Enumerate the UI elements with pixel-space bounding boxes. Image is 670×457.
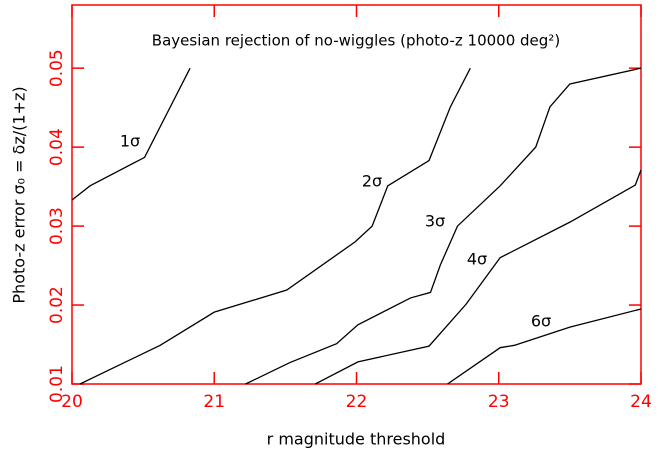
x-tick-label: 24: [630, 392, 652, 412]
contour-line: [71, 67, 191, 201]
contour-line: [447, 308, 642, 385]
contour-line: [79, 67, 471, 385]
contour-label: 3σ: [425, 212, 445, 231]
contour-label: 4σ: [467, 250, 487, 269]
x-tick-label: 21: [203, 392, 225, 412]
y-tick-label: 0.04: [47, 128, 67, 166]
x-tick-label: 20: [61, 392, 83, 412]
x-tick-label: 22: [346, 392, 368, 412]
contour-line: [314, 169, 642, 385]
chart-title: Bayesian rejection of no-wiggles (photo-…: [152, 32, 560, 50]
y-tick-label: 0.02: [47, 286, 67, 324]
contour-line: [245, 67, 642, 385]
x-tick-label: 23: [488, 392, 510, 412]
contour-label: 1σ: [120, 132, 140, 151]
contour-label: 2σ: [362, 172, 382, 191]
y-tick-label: 0.01: [47, 365, 67, 403]
contour-label: 6σ: [531, 312, 551, 331]
y-tick-label: 0.03: [47, 207, 67, 245]
x-axis-label: r magnitude threshold: [267, 430, 446, 449]
y-axis-label: Photo-z error σ₀ = δz/(1+z): [10, 86, 29, 303]
y-tick-label: 0.05: [47, 49, 67, 87]
plot-frame: [71, 4, 642, 385]
